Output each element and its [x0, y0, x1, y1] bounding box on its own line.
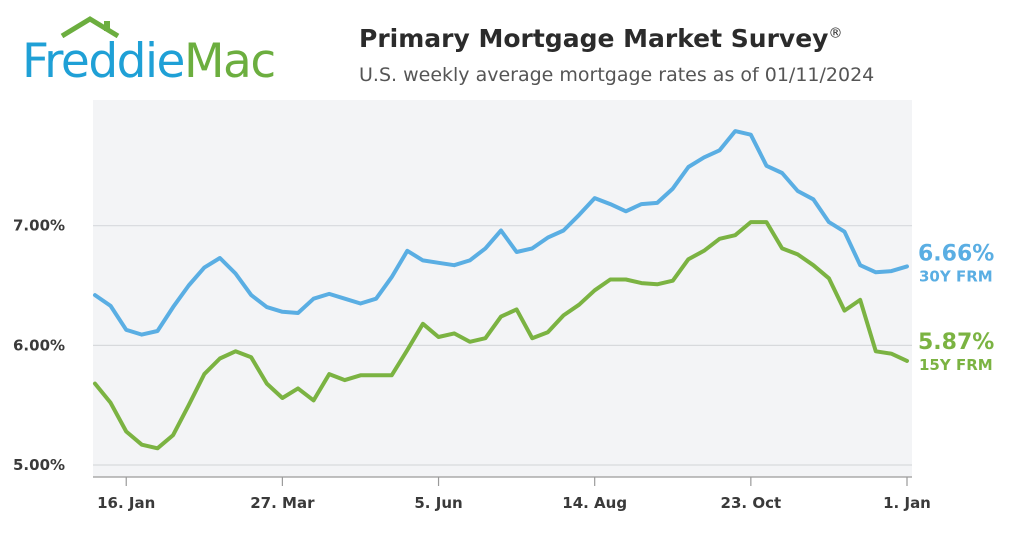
series-end-name: 15Y FRM	[919, 356, 993, 374]
y-tick-label: 6.00%	[13, 336, 65, 354]
plot-area	[93, 100, 912, 477]
series-line-30y	[93, 129, 909, 337]
chart-subtitle: U.S. weekly average mortgage rates as of…	[359, 64, 875, 86]
x-tick-label: 27. Mar	[250, 494, 315, 512]
registered-mark: ®	[828, 25, 843, 42]
series-line-15y	[93, 220, 909, 451]
series-lines	[93, 129, 909, 451]
series-end-labels: 6.66%30Y FRM 5.87%15Y FRM	[918, 241, 994, 374]
series-end-value: 6.66%	[918, 241, 994, 266]
series-end-value: 5.87%	[918, 330, 994, 355]
x-tick-label: 1. Jan	[883, 494, 931, 512]
x-tick-label: 23. Oct	[721, 494, 782, 512]
y-tick-label: 7.00%	[13, 217, 65, 235]
x-tick-label: 16. Jan	[97, 494, 155, 512]
logo-freddie: Freddie	[22, 34, 185, 89]
y-axis: 5.00% 6.00% 7.00%	[13, 217, 65, 474]
logo-mac: Mac	[183, 34, 276, 89]
x-tick-label: 14. Aug	[562, 494, 627, 512]
chart-title: Primary Mortgage Market Survey®	[359, 24, 842, 53]
series-end-name: 30Y FRM	[919, 267, 993, 285]
y-tick-label: 5.00%	[13, 456, 65, 474]
x-axis: 16. Jan 27. Mar 5. Jun 14. Aug 23. Oct 1. Jan	[97, 477, 931, 512]
freddie-mac-logo: FreddieMac	[22, 14, 332, 94]
chart-title-text: Primary Mortgage Market Survey	[359, 24, 829, 53]
x-tick-label: 5. Jun	[414, 494, 462, 512]
logo-wordmark: FreddieMac	[22, 38, 276, 85]
house-roof-icon	[60, 16, 120, 38]
gridlines	[93, 225, 912, 466]
